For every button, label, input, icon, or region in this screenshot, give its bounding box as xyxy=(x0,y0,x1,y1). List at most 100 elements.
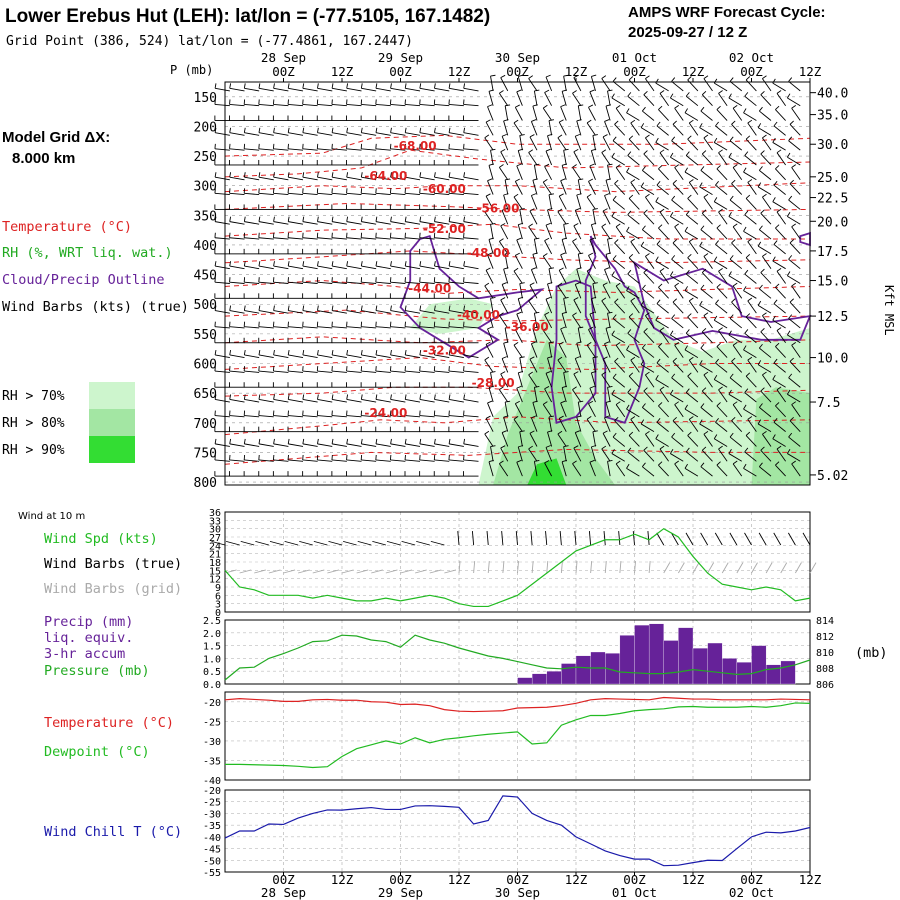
wind-barb-feather xyxy=(229,261,232,267)
wind-barb xyxy=(760,212,772,225)
wind-barb-feather xyxy=(273,127,275,133)
wind-barb xyxy=(640,364,655,373)
top-tick-label: 12Z xyxy=(448,64,471,79)
wind-barb xyxy=(729,81,743,92)
wind-barb-feather xyxy=(586,341,592,346)
wind-barb-feather xyxy=(548,119,555,122)
wind-barb xyxy=(757,364,772,373)
wind-barb xyxy=(627,392,640,403)
wind-barb xyxy=(463,265,479,270)
wind-barb xyxy=(612,258,626,270)
wind-barb xyxy=(574,284,582,299)
wind-barb-feather xyxy=(501,208,507,211)
wind-barb xyxy=(604,269,611,284)
wind-barb xyxy=(258,326,274,329)
wind-barb-feather xyxy=(760,387,765,392)
wind-barb xyxy=(244,459,260,462)
wind-barb-feather xyxy=(544,460,550,464)
wind-barb xyxy=(405,281,421,284)
wind-barb xyxy=(572,241,582,255)
pressure-tick-label: 700 xyxy=(194,417,217,432)
wind-barb xyxy=(390,148,406,151)
wind-barb-feather xyxy=(258,261,261,267)
wind-barb xyxy=(558,195,567,210)
wind-barb xyxy=(590,298,596,314)
wind-barb xyxy=(547,283,553,299)
wind-barb-feather xyxy=(718,267,723,272)
wind-barb-feather xyxy=(575,430,581,433)
wind-barb xyxy=(449,132,464,136)
wind-barb xyxy=(561,313,567,329)
precip-ytick: 2.0 xyxy=(203,629,221,640)
wind-barb xyxy=(375,132,391,136)
wind-barb-feather xyxy=(775,105,780,110)
wind-barb xyxy=(718,152,728,166)
wind-barb xyxy=(500,299,509,314)
wind-barb xyxy=(547,357,553,373)
wind-barb-feather xyxy=(214,394,217,400)
wind-barb-feather xyxy=(534,237,540,240)
wind-barb-feather xyxy=(776,90,782,94)
wind-barb-feather xyxy=(287,438,290,444)
wind-barb xyxy=(687,138,699,151)
wind-barb-true xyxy=(656,532,665,546)
wind-barb xyxy=(346,326,362,329)
wind-barb xyxy=(545,150,553,166)
wind-barb xyxy=(574,358,582,373)
wind-barb-feather xyxy=(434,172,436,178)
wind-barb-feather xyxy=(659,149,665,154)
wind-barb xyxy=(484,433,494,447)
wind-barb xyxy=(743,171,757,181)
wind-barb-feather xyxy=(731,179,736,184)
wind-barb xyxy=(288,132,304,136)
wind-barb xyxy=(504,327,509,343)
wind-barb-feather xyxy=(576,341,582,344)
wind-barb-feather xyxy=(544,163,550,167)
wind-barb-feather xyxy=(545,74,551,78)
wind-barb-feather xyxy=(390,349,392,356)
wind-barb xyxy=(331,281,347,284)
wind-barb-feather xyxy=(484,134,490,139)
wind-barb-feather xyxy=(229,438,232,444)
wind-barb-feather xyxy=(655,197,659,202)
wind-barb-feather xyxy=(788,432,793,438)
wind-barb-feather xyxy=(630,179,636,183)
wind-barb xyxy=(488,387,494,403)
wind-barb xyxy=(229,354,245,359)
wind-barb-feather xyxy=(703,253,709,257)
wind-barb xyxy=(317,103,333,107)
wind-barb xyxy=(614,301,626,314)
wind-barb-feather xyxy=(745,76,751,81)
wind-barb-feather xyxy=(346,83,349,89)
wind-barb-feather xyxy=(732,104,738,109)
wind-barb xyxy=(485,418,494,432)
wind-barb-feather xyxy=(671,136,676,141)
wind-barb-feather xyxy=(743,108,747,114)
wind-barb-feather xyxy=(671,255,676,260)
wind-barb xyxy=(488,461,494,477)
wind-barb xyxy=(576,417,582,432)
wind-barb xyxy=(529,136,538,151)
wind-barb-feather xyxy=(404,83,407,89)
wind-barb-grid xyxy=(473,561,476,574)
wind-barb xyxy=(718,270,728,284)
wind-barb-feather xyxy=(258,305,261,311)
wind-barb-feather xyxy=(732,282,738,287)
wind-barb xyxy=(488,165,494,180)
wind-barb-feather xyxy=(628,431,634,436)
wind-barb-feather xyxy=(718,445,723,450)
wind-barb-feather xyxy=(732,401,738,405)
wind-barb-feather xyxy=(572,164,577,168)
wind-barb xyxy=(449,398,464,403)
wind-barb-feather xyxy=(302,127,305,133)
wind-barb xyxy=(542,404,552,418)
wind-barb xyxy=(628,435,640,447)
wind-barb-grid xyxy=(531,561,534,574)
wind-barb-feather xyxy=(214,172,217,178)
precip-ytick: 0.5 xyxy=(203,667,221,678)
wind-barb-feather xyxy=(531,341,537,345)
wind-barb xyxy=(601,78,611,92)
wind-barb-feather xyxy=(578,400,584,403)
wind-barb xyxy=(626,408,640,418)
